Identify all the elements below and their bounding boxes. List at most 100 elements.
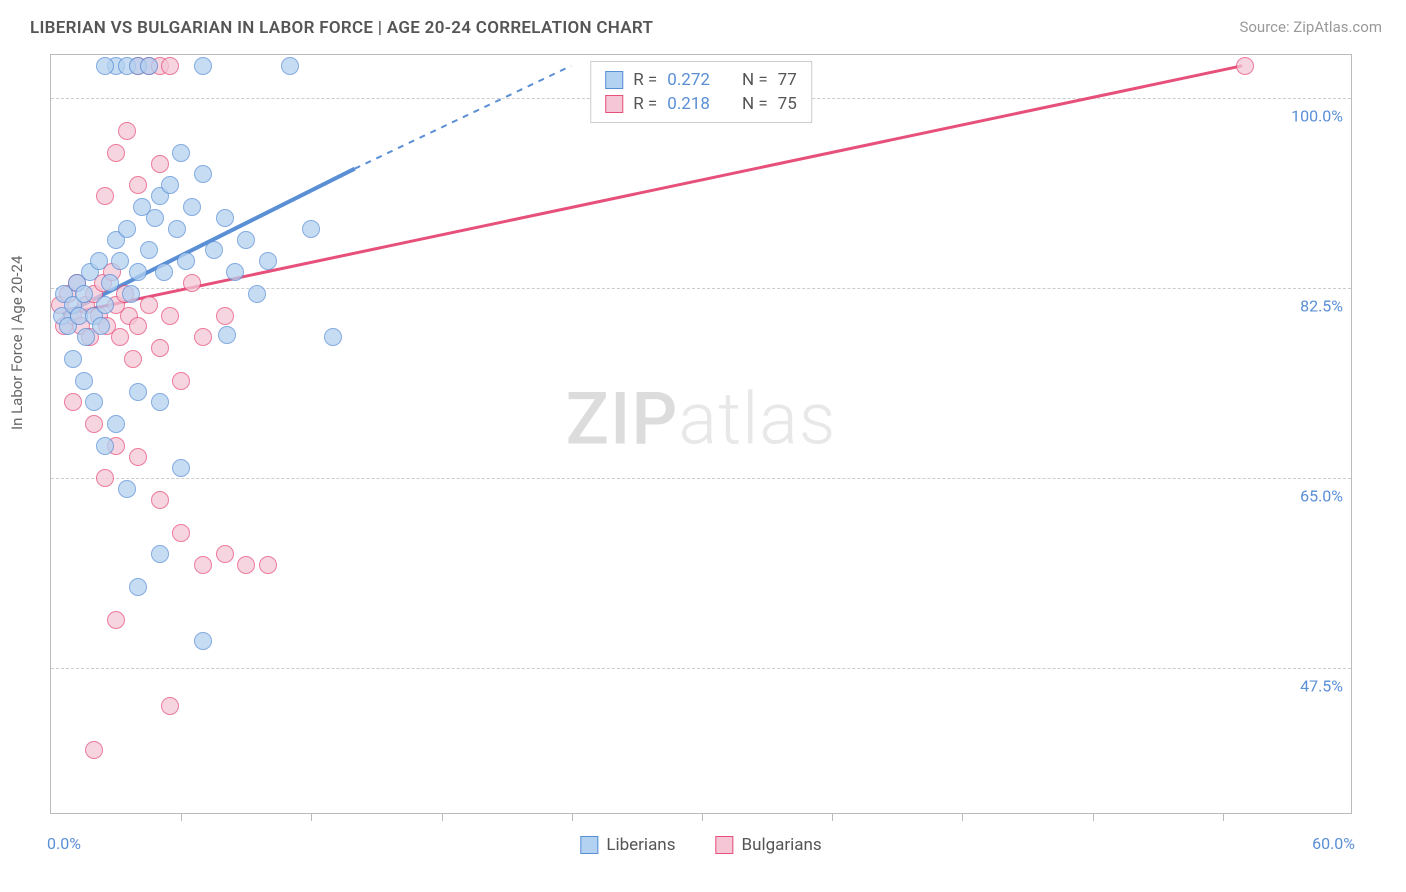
scatter-point-liberians — [118, 220, 136, 238]
scatter-point-liberians — [107, 415, 125, 433]
scatter-point-liberians — [172, 144, 190, 162]
scatter-point-liberians — [122, 285, 140, 303]
scatter-point-liberians — [172, 459, 190, 477]
scatter-point-liberians — [129, 383, 147, 401]
scatter-point-liberians — [151, 393, 169, 411]
x-tick — [442, 813, 443, 821]
scatter-point-bulgarians — [124, 350, 142, 368]
scatter-point-liberians — [96, 437, 114, 455]
plot-area: ZIPatlas 100.0%82.5%65.0%47.5% R =0.272N… — [50, 54, 1352, 814]
scatter-point-liberians — [140, 241, 158, 259]
scatter-point-liberians — [216, 209, 234, 227]
scatter-point-liberians — [155, 263, 173, 281]
scatter-point-liberians — [194, 632, 212, 650]
x-tick — [181, 813, 182, 821]
y-tick-label: 100.0% — [1291, 107, 1343, 126]
scatter-point-liberians — [77, 328, 95, 346]
scatter-point-liberians — [237, 231, 255, 249]
stats-box: R =0.272N =77R =0.218N =75 — [590, 61, 812, 123]
x-axis-min-label: 0.0% — [47, 834, 81, 853]
scatter-point-liberians — [64, 350, 82, 368]
scatter-point-bulgarians — [194, 556, 212, 574]
scatter-point-liberians — [92, 317, 110, 335]
swatch-bulgarians-icon — [605, 95, 623, 113]
scatter-point-bulgarians — [107, 144, 125, 162]
scatter-point-liberians — [75, 285, 93, 303]
y-axis-label: In Labor Force | Age 20-24 — [8, 256, 26, 430]
scatter-point-liberians — [129, 578, 147, 596]
scatter-point-liberians — [324, 328, 342, 346]
scatter-point-liberians — [205, 241, 223, 259]
scatter-point-liberians — [226, 263, 244, 281]
scatter-point-bulgarians — [161, 697, 179, 715]
swatch-bulgarians-icon — [715, 836, 733, 854]
scatter-point-bulgarians — [96, 187, 114, 205]
scatter-point-liberians — [75, 372, 93, 390]
gridline — [51, 668, 1351, 669]
scatter-point-bulgarians — [64, 393, 82, 411]
x-tick — [702, 813, 703, 821]
scatter-point-bulgarians — [183, 274, 201, 292]
scatter-point-bulgarians — [85, 741, 103, 759]
scatter-point-liberians — [194, 165, 212, 183]
scatter-point-liberians — [183, 198, 201, 216]
scatter-point-bulgarians — [161, 307, 179, 325]
legend-label: Bulgarians — [741, 835, 821, 855]
scatter-point-bulgarians — [107, 611, 125, 629]
swatch-liberians-icon — [580, 836, 598, 854]
swatch-liberians-icon — [605, 71, 623, 89]
scatter-point-bulgarians — [118, 122, 136, 140]
legend-item-bulgarians: Bulgarians — [715, 835, 821, 855]
legend-label: Liberians — [606, 835, 675, 855]
regression-lines — [51, 55, 1351, 813]
gridline — [51, 288, 1351, 289]
stats-row-liberians: R =0.272N =77 — [605, 68, 797, 92]
scatter-point-liberians — [118, 480, 136, 498]
legend-item-liberians: Liberians — [580, 835, 675, 855]
scatter-point-liberians — [96, 57, 114, 75]
scatter-point-liberians — [281, 57, 299, 75]
scatter-point-liberians — [161, 176, 179, 194]
scatter-point-bulgarians — [140, 296, 158, 314]
scatter-point-liberians — [248, 285, 266, 303]
bottom-legend: Liberians Bulgarians — [580, 835, 821, 855]
scatter-point-liberians — [85, 393, 103, 411]
x-tick — [832, 813, 833, 821]
x-axis-max-label: 60.0% — [1312, 834, 1355, 853]
scatter-point-bulgarians — [129, 176, 147, 194]
scatter-point-liberians — [129, 263, 147, 281]
stats-row-bulgarians: R =0.218N =75 — [605, 92, 797, 116]
scatter-point-liberians — [140, 57, 158, 75]
y-tick-label: 65.0% — [1300, 487, 1343, 506]
x-tick — [572, 813, 573, 821]
scatter-point-liberians — [259, 252, 277, 270]
scatter-point-bulgarians — [129, 448, 147, 466]
x-tick — [1093, 813, 1094, 821]
scatter-point-bulgarians — [216, 545, 234, 563]
scatter-point-bulgarians — [172, 524, 190, 542]
scatter-point-bulgarians — [151, 491, 169, 509]
scatter-point-liberians — [177, 252, 195, 270]
scatter-point-liberians — [168, 220, 186, 238]
scatter-point-bulgarians — [129, 317, 147, 335]
scatter-point-bulgarians — [259, 556, 277, 574]
scatter-point-liberians — [302, 220, 320, 238]
x-tick — [962, 813, 963, 821]
source-attribution: Source: ZipAtlas.com — [1239, 18, 1382, 36]
watermark: ZIPatlas — [566, 376, 837, 461]
chart-title: LIBERIAN VS BULGARIAN IN LABOR FORCE | A… — [30, 18, 653, 38]
scatter-point-bulgarians — [151, 155, 169, 173]
scatter-point-liberians — [101, 274, 119, 292]
scatter-point-liberians — [111, 252, 129, 270]
scatter-point-bulgarians — [111, 328, 129, 346]
scatter-point-bulgarians — [216, 307, 234, 325]
scatter-point-bulgarians — [85, 415, 103, 433]
x-tick — [311, 813, 312, 821]
scatter-point-bulgarians — [194, 328, 212, 346]
scatter-point-bulgarians — [161, 57, 179, 75]
scatter-point-liberians — [90, 252, 108, 270]
scatter-point-liberians — [194, 57, 212, 75]
scatter-point-liberians — [96, 296, 114, 314]
scatter-point-bulgarians — [237, 556, 255, 574]
scatter-point-bulgarians — [151, 339, 169, 357]
